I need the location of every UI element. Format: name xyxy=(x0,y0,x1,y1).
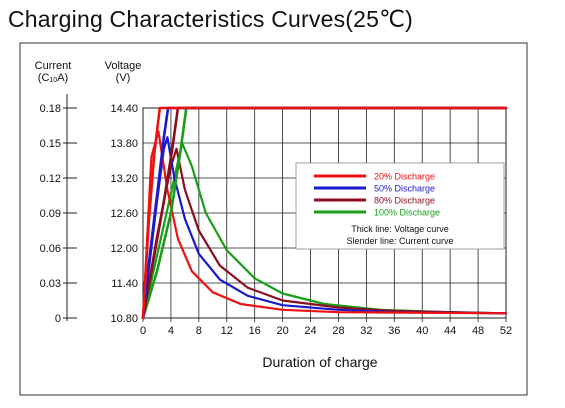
x-tick-label: 52 xyxy=(500,325,512,337)
x-tick-label: 28 xyxy=(332,325,344,337)
legend-note-thick: Thick line: Voltage curve xyxy=(351,224,449,234)
voltage-tick-label: 12.00 xyxy=(110,243,138,255)
voltage-axis: 14.40 13.80 13.20 12.60 12.00 11.40 10.80 xyxy=(110,103,138,325)
x-tick-label: 36 xyxy=(388,325,400,337)
x-tick-label: 8 xyxy=(196,325,202,337)
x-axis-label: Duration of charge xyxy=(262,354,377,370)
x-tick-label: 4 xyxy=(168,325,174,337)
x-tick-label: 44 xyxy=(444,325,456,337)
voltage-axis-label: Voltage xyxy=(105,60,142,72)
legend-label: 100% Discharge xyxy=(374,208,440,218)
current-tick-label: 0 xyxy=(55,313,61,325)
voltage-tick-label: 14.40 xyxy=(110,103,138,115)
current-tick-label: 0.03 xyxy=(40,278,61,290)
current-axis-label: Current xyxy=(35,60,72,72)
legend-label: 80% Discharge xyxy=(374,196,435,206)
x-tick-label: 32 xyxy=(360,325,372,337)
current-tick-label: 0.09 xyxy=(40,208,61,220)
legend-label: 50% Discharge xyxy=(374,184,435,194)
x-axis: 0 4 8 12 16 20 24 28 32 36 40 44 48 52 xyxy=(140,318,512,337)
x-tick-label: 24 xyxy=(304,325,316,337)
x-tick-label: 0 xyxy=(140,325,146,337)
voltage-tick-label: 12.60 xyxy=(110,208,138,220)
x-tick-label: 40 xyxy=(416,325,428,337)
current-tick-label: 0.18 xyxy=(40,103,61,115)
voltage-tick-label: 10.80 xyxy=(110,313,138,325)
chart-title: Charging Characteristics Curves(25℃) xyxy=(8,6,413,32)
current-axis: 0.18 0.15 0.12 0.09 0.06 0.03 0 xyxy=(40,94,77,325)
x-tick-label: 12 xyxy=(221,325,233,337)
current-axis-unit: (C10A) xyxy=(38,72,68,84)
voltage-tick-label: 13.20 xyxy=(110,173,138,185)
legend-label: 20% Discharge xyxy=(374,172,435,182)
voltage-tick-label: 13.80 xyxy=(110,138,138,150)
current-tick-label: 0.15 xyxy=(40,138,61,150)
voltage-curve-20pct-discharge xyxy=(141,106,508,320)
voltage-tick-label: 11.40 xyxy=(111,278,138,290)
legend-note-slender: Slender line: Current curve xyxy=(346,236,453,246)
current-tick-label: 0.06 xyxy=(40,243,61,255)
current-tick-label: 0.12 xyxy=(40,173,61,185)
legend: 20% Discharge 50% Discharge 80% Discharge 1… xyxy=(295,162,505,250)
x-tick-label: 16 xyxy=(249,325,261,337)
x-tick-label: 48 xyxy=(472,325,484,337)
x-tick-label: 20 xyxy=(276,325,288,337)
voltage-axis-unit: (V) xyxy=(116,72,131,84)
series-layer xyxy=(141,106,508,320)
